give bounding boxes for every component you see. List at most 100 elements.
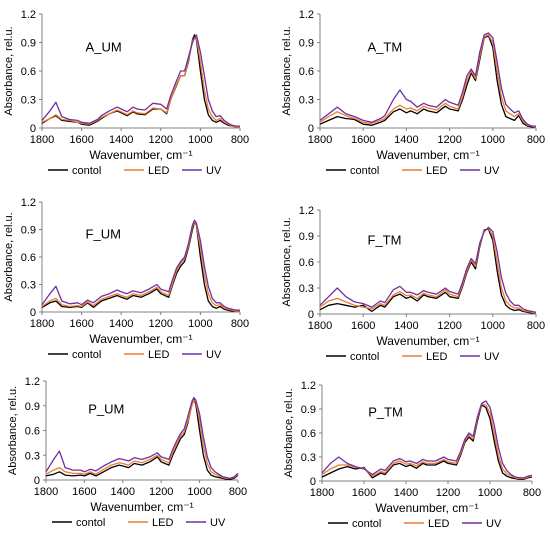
y-tick-label: 0.6 (21, 66, 36, 78)
y-axis-label: Absorbance, rel.u. (3, 26, 15, 115)
series-line-LED (321, 403, 533, 480)
series-line-LED (41, 220, 240, 312)
legend-label: UV (484, 165, 500, 177)
x-tick-label: 1400 (111, 486, 135, 498)
legend-label: LED (426, 351, 447, 363)
y-tick-label: 0.6 (25, 426, 40, 438)
x-tick-label: 1200 (149, 318, 173, 330)
x-tick-label: 1000 (481, 134, 505, 146)
x-tick-label: 800 (523, 487, 541, 499)
series-line-UV (319, 226, 537, 313)
x-tick-label: 1200 (149, 134, 173, 146)
y-tick-label: 0.9 (299, 38, 314, 50)
y-tick-label: 0.3 (299, 283, 314, 295)
y-tick-label: 1.2 (299, 205, 314, 217)
y-axis-label: Absorbance, rel.u. (283, 388, 295, 477)
legend-label: contol (72, 165, 101, 177)
x-tick-label: 1000 (187, 486, 211, 498)
chart-panel-P_TM: 0 0.3 0.6 0.9 1.2 1800 1600 1400 1200 1000 800 P_TM… (283, 380, 541, 530)
x-tick-label: 800 (229, 486, 247, 498)
legend-label: LED (428, 518, 449, 530)
panel-title: F_TM (368, 232, 402, 247)
legend-label: UV (484, 351, 500, 363)
y-tick-label: 0.9 (299, 231, 314, 243)
x-axis-label: Wavenumber, cm⁻¹ (89, 332, 192, 346)
y-tick-label: 0.3 (301, 452, 316, 464)
panel-title: F_UM (86, 226, 121, 241)
series-line-UV (321, 400, 533, 479)
x-tick-label: 1800 (308, 320, 332, 332)
legend-label: contol (352, 518, 381, 530)
y-tick-label: 1.2 (25, 376, 40, 388)
x-tick-label: 1000 (188, 134, 212, 146)
x-tick-label: 1600 (351, 134, 375, 146)
legend-label: contol (76, 517, 105, 529)
y-tick-label: 0.9 (25, 401, 40, 413)
x-tick-label: 1400 (109, 318, 133, 330)
x-tick-label: 1200 (149, 486, 173, 498)
y-axis-label: Absorbance, rel.u. (7, 386, 19, 475)
x-tick-label: 1000 (478, 487, 502, 499)
x-axis-label: Wavenumber, cm⁻¹ (90, 500, 193, 514)
x-tick-label: 1600 (72, 486, 96, 498)
y-tick-label: 0 (30, 307, 36, 319)
x-tick-label: 800 (527, 320, 545, 332)
x-tick-label: 1400 (394, 487, 418, 499)
legend-label: contol (350, 165, 379, 177)
series-line-contol (45, 398, 239, 480)
series-line-contol (319, 35, 536, 128)
series-line-contol (41, 34, 240, 128)
y-tick-label: 0 (310, 476, 316, 488)
y-tick-label: 0.6 (21, 252, 36, 264)
chart-panel-P_UM: 0 0.3 0.6 0.9 1.2 1800 1600 1400 1200 1000 800 P_UM… (7, 376, 247, 529)
x-tick-label: 1200 (437, 320, 461, 332)
x-tick-label: 1400 (394, 320, 418, 332)
x-tick-label: 800 (527, 134, 545, 146)
chart-panel-F_UM: 0 0.3 0.6 0.9 1.2 1800 1600 1400 1200 1000 800 F_UM… (3, 197, 249, 361)
x-tick-label: 1800 (34, 486, 58, 498)
x-tick-label: 1400 (109, 134, 133, 146)
y-tick-label: 1.2 (301, 380, 316, 392)
x-tick-label: 1800 (30, 318, 54, 330)
x-tick-label: 1600 (352, 487, 376, 499)
x-tick-label: 800 (231, 318, 249, 330)
x-tick-label: 1600 (69, 134, 93, 146)
legend-label: contol (72, 349, 101, 361)
x-tick-label: 1400 (394, 134, 418, 146)
y-tick-label: 0.9 (301, 404, 316, 416)
legend-label: UV (210, 517, 226, 529)
legend-label: contol (350, 351, 379, 363)
y-axis-label: Absorbance, rel.u. (281, 26, 293, 115)
y-tick-label: 0 (308, 309, 314, 321)
y-tick-label: 0.9 (21, 38, 36, 50)
y-tick-label: 0.3 (21, 95, 36, 107)
series-line-LED (319, 34, 537, 128)
y-tick-label: 0.3 (25, 450, 40, 462)
legend-label: LED (426, 165, 447, 177)
panel-title: P_UM (88, 402, 124, 417)
y-tick-label: 1.2 (299, 9, 314, 21)
y-tick-label: 0 (30, 123, 36, 135)
x-tick-label: 800 (231, 134, 249, 146)
series-line-UV (45, 396, 239, 480)
y-tick-label: 0 (34, 475, 40, 487)
x-axis-label: Wavenumber, cm⁻¹ (375, 501, 478, 515)
legend-label: UV (206, 165, 222, 177)
x-tick-label: 1200 (436, 487, 460, 499)
legend-label: LED (148, 165, 169, 177)
legend-label: LED (148, 349, 169, 361)
series-line-contol (41, 221, 240, 312)
x-tick-label: 1600 (351, 320, 375, 332)
y-tick-label: 0.3 (299, 95, 314, 107)
x-tick-label: 1800 (310, 487, 334, 499)
legend-label: UV (206, 349, 222, 361)
x-tick-label: 1000 (188, 318, 212, 330)
x-axis-label: Wavenumber, cm⁻¹ (89, 148, 192, 162)
series-line-UV (41, 219, 240, 311)
y-tick-label: 0.6 (299, 66, 314, 78)
y-tick-label: 0.6 (301, 428, 316, 440)
panel-title: A_UM (86, 40, 122, 55)
series-line-UV (41, 34, 240, 127)
